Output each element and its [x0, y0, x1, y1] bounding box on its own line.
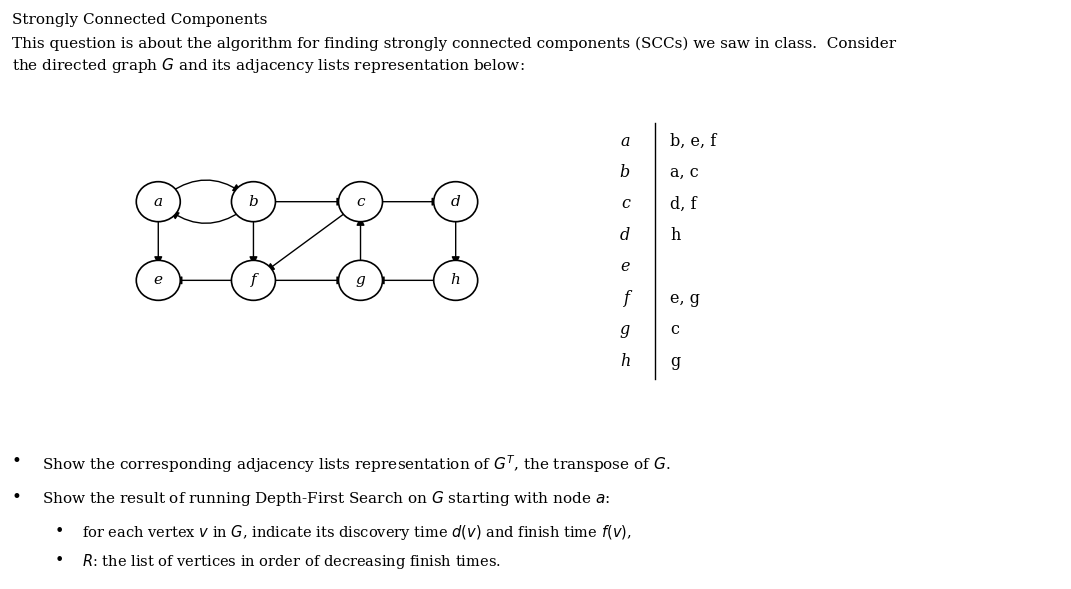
- Text: e: e: [620, 259, 630, 276]
- Text: b: b: [620, 164, 630, 181]
- Text: for each vertex $v$ in $G$, indicate its discovery time $d(v)$ and finish time $: for each vertex $v$ in $G$, indicate its…: [82, 522, 632, 541]
- Ellipse shape: [338, 260, 382, 300]
- Text: h: h: [451, 273, 461, 287]
- Text: the directed graph $G$ and its adjacency lists representation below:: the directed graph $G$ and its adjacency…: [12, 56, 525, 75]
- Text: a, c: a, c: [670, 164, 698, 181]
- Text: $R$: the list of vertices in order of decreasing finish times.: $R$: the list of vertices in order of de…: [82, 552, 501, 571]
- Text: e: e: [154, 273, 163, 287]
- Ellipse shape: [434, 181, 478, 221]
- Text: e, g: e, g: [670, 290, 700, 307]
- Text: d, f: d, f: [670, 196, 696, 213]
- Text: Strongly Connected Components: Strongly Connected Components: [12, 13, 268, 27]
- Text: b, e, f: b, e, f: [670, 133, 716, 150]
- Text: •: •: [12, 489, 21, 507]
- Text: Show the result of running Depth-First Search on $G$ starting with node $a$:: Show the result of running Depth-First S…: [42, 489, 610, 508]
- Text: g: g: [620, 322, 630, 339]
- Text: •: •: [55, 552, 64, 569]
- Text: d: d: [620, 227, 630, 244]
- Text: g: g: [670, 353, 680, 370]
- Text: a: a: [620, 133, 630, 150]
- Ellipse shape: [136, 260, 180, 300]
- Text: a: a: [154, 195, 163, 209]
- Ellipse shape: [136, 181, 180, 221]
- Text: h: h: [620, 353, 630, 370]
- Text: •: •: [55, 522, 64, 540]
- Text: This question is about the algorithm for finding strongly connected components (: This question is about the algorithm for…: [12, 37, 896, 51]
- Text: h: h: [670, 227, 680, 244]
- Text: Show the corresponding adjacency lists representation of $G^T$, the transpose of: Show the corresponding adjacency lists r…: [42, 453, 670, 475]
- Text: c: c: [670, 322, 679, 339]
- Text: c: c: [621, 196, 630, 213]
- Text: c: c: [357, 195, 365, 209]
- Ellipse shape: [338, 181, 382, 221]
- Text: b: b: [248, 195, 258, 209]
- Text: g: g: [356, 273, 365, 287]
- Ellipse shape: [231, 260, 275, 300]
- Ellipse shape: [231, 181, 275, 221]
- Text: •: •: [12, 453, 21, 470]
- Text: f: f: [624, 290, 630, 307]
- Text: f: f: [251, 273, 256, 287]
- Text: d: d: [451, 195, 461, 209]
- Ellipse shape: [434, 260, 478, 300]
